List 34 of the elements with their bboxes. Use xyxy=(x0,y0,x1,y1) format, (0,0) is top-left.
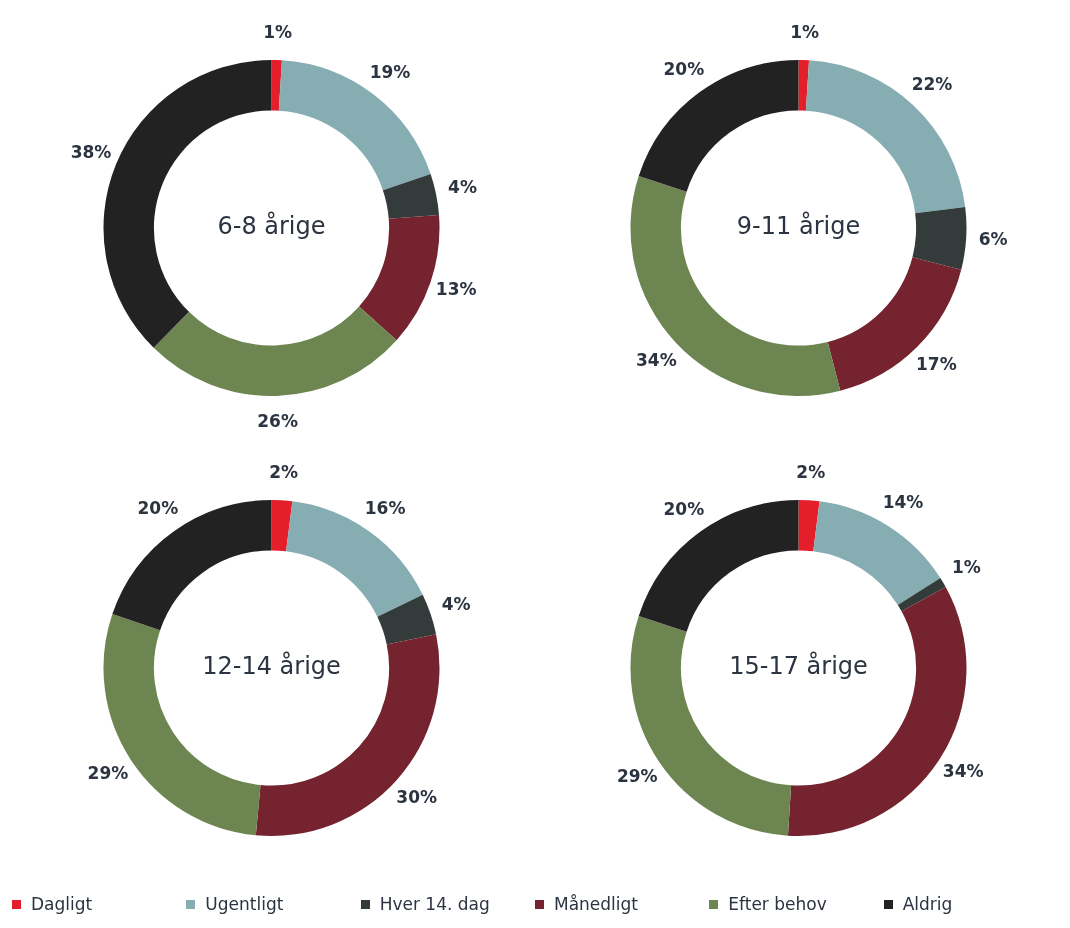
data-label: 22% xyxy=(911,74,953,95)
text: 6-8 årige xyxy=(217,211,326,241)
legend-label: Aldrig xyxy=(902,894,953,914)
legend-label: Hver 14. dag xyxy=(379,894,490,914)
data-label: 38% xyxy=(70,142,112,163)
data-label: 2% xyxy=(269,461,299,482)
data-label: 29% xyxy=(616,766,658,787)
data-label: 13% xyxy=(435,278,477,299)
data-label: 34% xyxy=(636,349,677,370)
data-label: 4% xyxy=(448,177,477,198)
data-label: 1% xyxy=(790,21,820,42)
data-label: 14% xyxy=(882,491,924,512)
data-label: 20% xyxy=(663,58,705,79)
data-label: 29% xyxy=(87,762,129,783)
data-label: 2% xyxy=(796,461,826,482)
data-label: 6% xyxy=(978,228,1008,249)
text: 12-14 årige xyxy=(202,651,341,681)
data-label: 1% xyxy=(951,557,981,578)
data-label: 1% xyxy=(263,21,292,42)
data-label: 19% xyxy=(369,61,411,82)
legend-label: Dagligt xyxy=(31,894,93,914)
data-label: 20% xyxy=(663,498,705,519)
data-label: 16% xyxy=(364,497,406,518)
data-label: 20% xyxy=(137,497,179,518)
data-label: 26% xyxy=(257,411,298,432)
text: 15-17 årige xyxy=(729,651,868,681)
data-label: 30% xyxy=(396,786,438,807)
legend-label: Efter behov xyxy=(728,894,827,914)
data-label: 4% xyxy=(441,593,471,614)
data-label: 17% xyxy=(916,354,957,375)
legend-label: Ugentligt xyxy=(205,894,284,914)
legend-label: Månedligt xyxy=(553,894,638,914)
data-label: 34% xyxy=(942,760,984,781)
text: 9-11 årige xyxy=(736,211,861,241)
